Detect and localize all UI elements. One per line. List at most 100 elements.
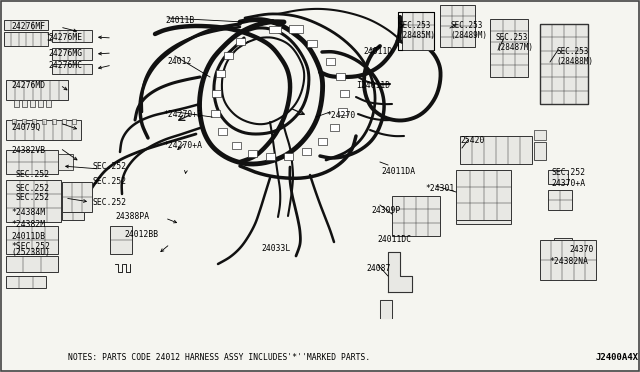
Bar [22, 119, 26, 124]
Text: I24011D: I24011D [356, 81, 390, 90]
Bar [38, 100, 43, 107]
Text: SEC.252: SEC.252 [93, 198, 127, 207]
Bar [330, 124, 339, 131]
Bar [402, 12, 434, 50]
Bar [211, 110, 220, 117]
Text: *24270+B: *24270+B [164, 110, 203, 119]
Bar [4, 32, 48, 46]
Bar [46, 100, 51, 107]
Text: SEC.252: SEC.252 [93, 177, 127, 186]
Bar [440, 5, 475, 47]
Text: SEC.252: SEC.252 [552, 168, 586, 177]
Text: (25238U): (25238U) [12, 248, 51, 257]
Text: *24384M: *24384M [12, 208, 45, 217]
Polygon shape [380, 300, 392, 318]
Bar [266, 153, 275, 160]
Bar [392, 196, 440, 236]
Bar [52, 119, 56, 124]
Text: *24270: *24270 [326, 111, 356, 120]
Bar [460, 136, 532, 164]
Text: 24011DB: 24011DB [12, 232, 45, 241]
Text: 24011DC: 24011DC [378, 235, 412, 244]
Text: 25420: 25420 [461, 136, 485, 145]
Text: 24012BB: 24012BB [125, 230, 159, 239]
Text: *24301: *24301 [426, 185, 455, 193]
Bar [14, 100, 19, 107]
Bar [554, 238, 572, 254]
Bar [212, 90, 221, 97]
Bar [52, 30, 92, 42]
Bar [318, 138, 327, 145]
Bar [52, 64, 92, 74]
Text: *24270+A: *24270+A [164, 141, 203, 150]
Bar [12, 119, 16, 124]
Bar [284, 153, 293, 160]
Text: SEC.253
(28487M): SEC.253 (28487M) [496, 33, 533, 52]
Bar [548, 170, 568, 184]
Text: 24033L: 24033L [261, 244, 291, 253]
Bar [456, 170, 511, 220]
Text: 24382VB: 24382VB [12, 146, 45, 155]
Bar [42, 119, 46, 124]
Bar [32, 119, 36, 124]
Bar [52, 48, 92, 60]
Text: 24079Q: 24079Q [12, 123, 41, 132]
Text: 24276MD: 24276MD [12, 81, 45, 90]
Bar [62, 119, 66, 124]
Text: *24382NA: *24382NA [549, 257, 588, 266]
Bar [534, 142, 546, 160]
Bar [110, 226, 132, 254]
Text: J2400A4X: J2400A4X [596, 353, 639, 362]
Text: SEC.252: SEC.252 [16, 170, 50, 179]
Bar [62, 212, 84, 220]
Bar [307, 40, 317, 47]
Bar [58, 154, 73, 170]
Text: 24276MC: 24276MC [48, 61, 82, 70]
Text: 24276ME: 24276ME [48, 33, 82, 42]
Text: *24382M: *24382M [12, 220, 45, 229]
Text: SEC.253
(28485M): SEC.253 (28485M) [398, 21, 435, 40]
Text: 24011B: 24011B [165, 16, 195, 25]
Text: 24276MF: 24276MF [12, 22, 45, 31]
Bar [62, 182, 92, 212]
Bar [548, 190, 572, 210]
Bar [269, 26, 281, 33]
Bar [534, 130, 546, 140]
Bar [540, 24, 588, 104]
Bar [6, 180, 61, 222]
Text: NOTES: PARTS CODE 24012 HARNESS ASSY INCLUDES'*''MARKED PARTS.: NOTES: PARTS CODE 24012 HARNESS ASSY INC… [68, 353, 371, 362]
Bar [224, 52, 233, 59]
Bar [340, 90, 349, 97]
Bar [6, 80, 68, 100]
Text: 24388PA: 24388PA [115, 212, 149, 221]
Bar [232, 142, 241, 149]
Text: SEC.252: SEC.252 [16, 193, 50, 202]
Polygon shape [388, 252, 412, 292]
Bar [4, 20, 48, 30]
Text: 24012: 24012 [168, 57, 192, 66]
Bar [540, 240, 596, 280]
Bar [72, 119, 76, 124]
Bar [490, 19, 528, 77]
Bar [248, 150, 257, 157]
Bar [338, 108, 347, 115]
Text: SEC.252: SEC.252 [16, 185, 50, 193]
Bar [6, 150, 58, 174]
Bar [22, 100, 27, 107]
Bar [326, 58, 335, 65]
Text: 24309P: 24309P [371, 206, 401, 215]
Bar [302, 148, 311, 155]
Text: SEC.252: SEC.252 [93, 162, 127, 171]
Text: SEC.253
(28488M): SEC.253 (28488M) [557, 47, 594, 66]
Text: 24011DA: 24011DA [381, 167, 415, 176]
Bar [456, 220, 511, 224]
Text: 24370: 24370 [570, 245, 594, 254]
Text: 24276MG: 24276MG [48, 49, 82, 58]
Bar [6, 276, 46, 288]
Bar [218, 128, 227, 135]
Text: 24370+A: 24370+A [552, 179, 586, 187]
Bar [236, 38, 245, 45]
Bar [216, 70, 225, 77]
Text: *SEC.252: *SEC.252 [12, 242, 51, 251]
Bar [540, 24, 588, 104]
